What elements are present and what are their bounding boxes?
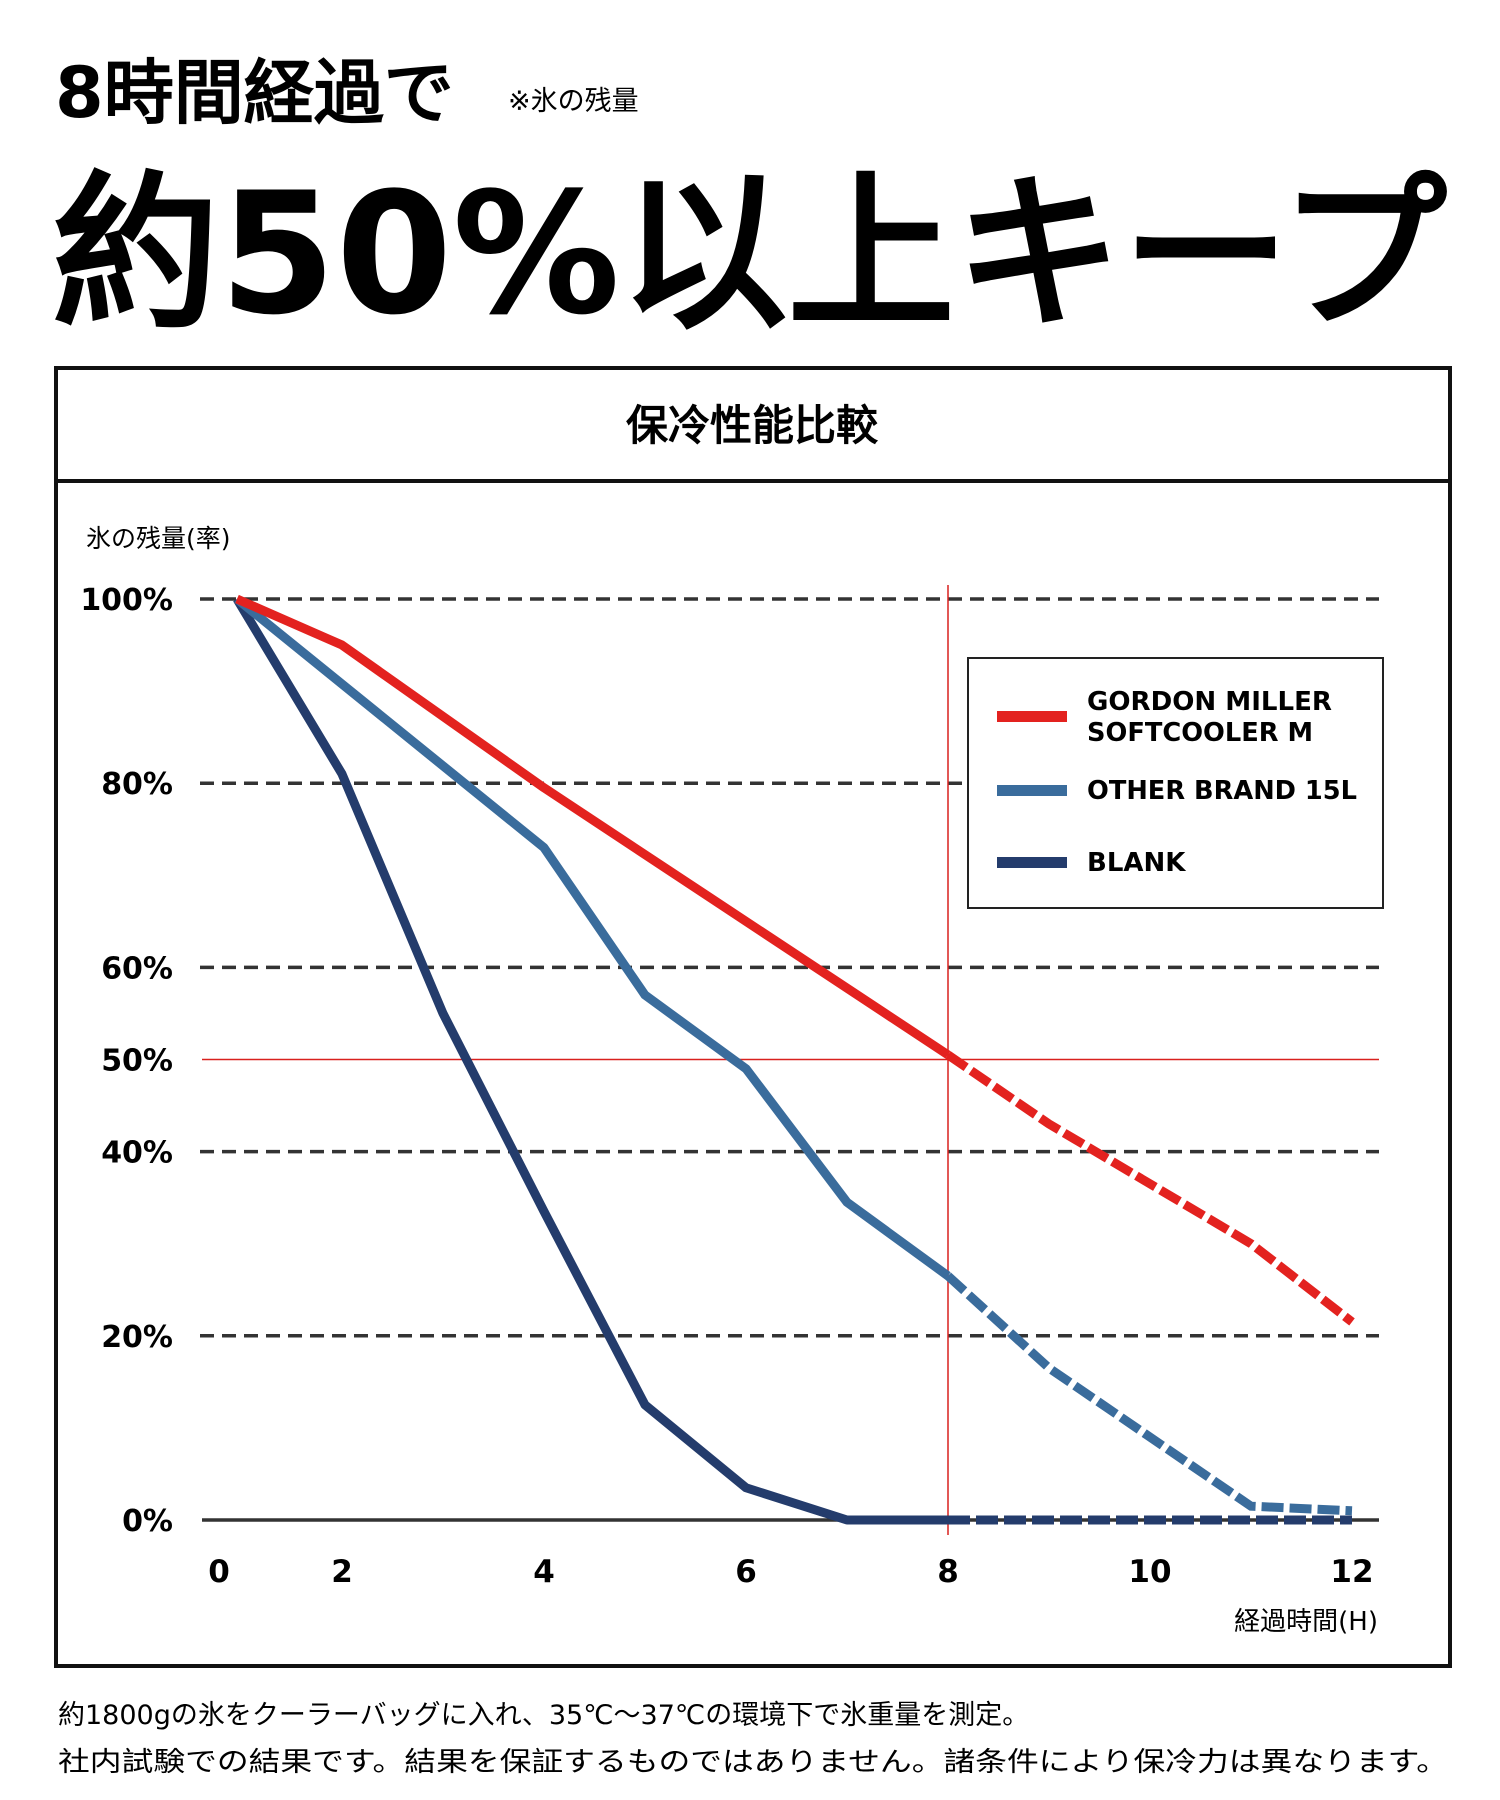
footnote-2: 社内試験での結果です。結果を保証するものではありません。諸条件により保冷力は異な…: [58, 1747, 1448, 1778]
legend-swatch-blank: [997, 857, 1067, 868]
chart-frame: [54, 366, 1452, 1668]
legend-label-other-brand: OTHER BRAND 15L: [1087, 776, 1357, 806]
series-other-brand-dashed: [944, 1272, 1353, 1516]
legend-swatch-gordon-miller: [997, 711, 1067, 722]
legend-label-gordon-miller: GORDON MILLER: [1087, 687, 1332, 717]
legend-swatch-other-brand: [997, 785, 1067, 796]
headline-line1: 8時間経過で: [55, 52, 454, 134]
series-other-brand-solid: [234, 595, 951, 1280]
x-tick-label: 10: [1128, 1554, 1171, 1590]
series-gordon-miller-solid: [235, 594, 951, 1059]
y-tick-label: 0%: [122, 1504, 173, 1539]
series-gordon-miller-dashed: [945, 1051, 1355, 1326]
series-blank-solid: [233, 596, 948, 1525]
headline-note: ※氷の残量: [508, 86, 639, 117]
headline-line2: 約50%以上キープ: [52, 156, 1447, 352]
y-tick-label: 100%: [80, 583, 173, 618]
x-tick-label: 4: [533, 1554, 555, 1590]
chart-title: 保冷性能比較: [626, 401, 879, 450]
y-tick-label: 60%: [101, 951, 173, 986]
x-tick-label: 6: [735, 1554, 757, 1590]
y-tick-label: 80%: [101, 767, 173, 802]
y-tick-label: 20%: [101, 1320, 173, 1355]
x-tick-label: 8: [937, 1554, 959, 1590]
legend: GORDON MILLER SOFTCOOLER M OTHER BRAND 1…: [967, 657, 1384, 909]
x-tick-label: 12: [1330, 1554, 1373, 1590]
footnote-1: 約1800gの氷をクーラーバッグに入れ、35℃〜37℃の環境下で氷重量を測定。: [58, 1700, 1029, 1731]
y-tick-label: 50%: [101, 1044, 173, 1079]
legend-label-gordon-miller-2: SOFTCOOLER M: [1087, 718, 1313, 748]
y-axis-title: 氷の残量(率): [86, 524, 231, 553]
x-tick-label: 0: [208, 1554, 230, 1590]
legend-label-blank: BLANK: [1087, 848, 1186, 878]
y-tick-label: 40%: [101, 1136, 173, 1171]
x-tick-label: 2: [331, 1554, 353, 1590]
x-axis-title: 経過時間(H): [1234, 1607, 1378, 1637]
